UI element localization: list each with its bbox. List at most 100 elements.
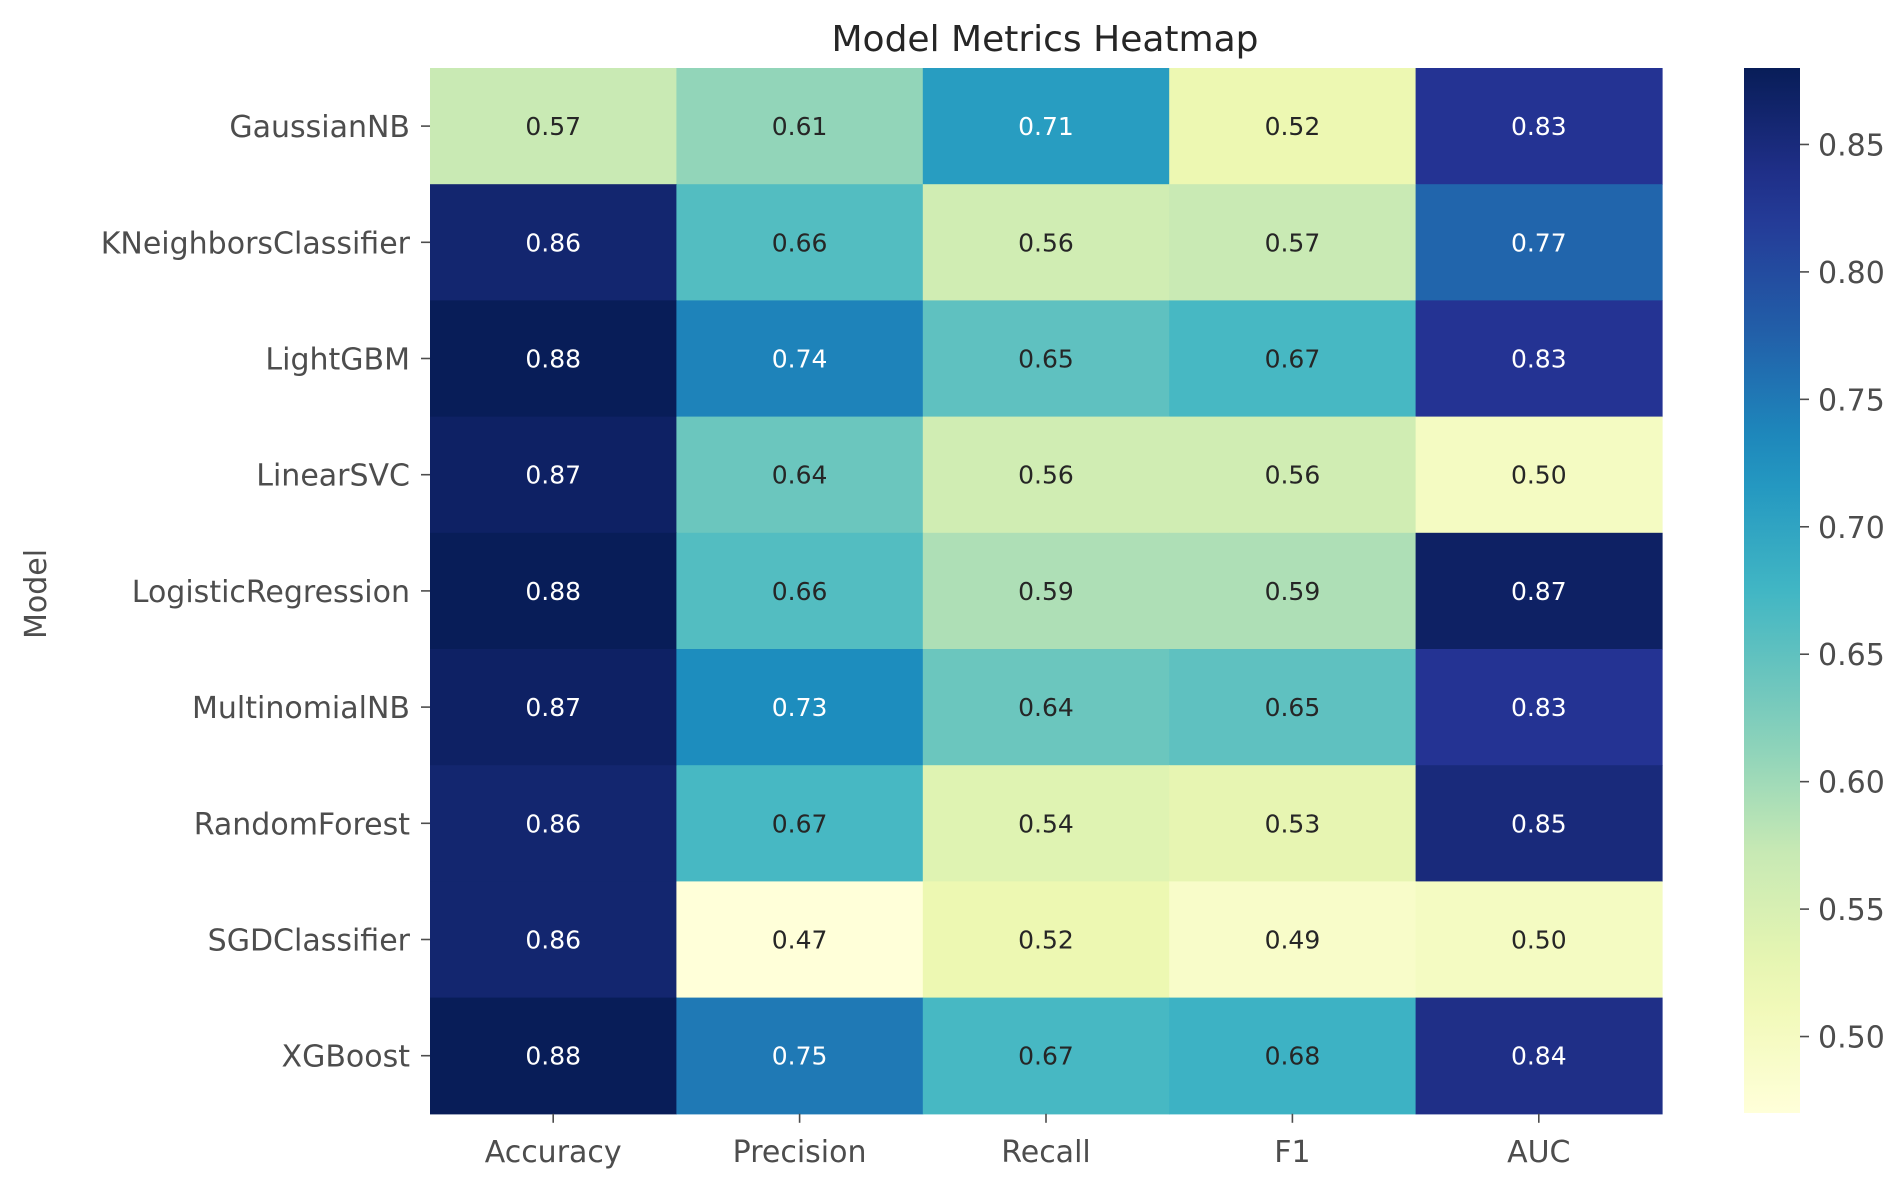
heatmap-cell xyxy=(1169,184,1417,301)
chart-title: Model Metrics Heatmap xyxy=(831,19,1258,60)
heatmap-cell xyxy=(1169,881,1417,999)
colorbar-tick-label: 0.75 xyxy=(1818,383,1885,418)
heatmap-cell xyxy=(1415,649,1663,766)
cell-value-label: 0.87 xyxy=(525,461,581,490)
colorbar-tick-label: 0.60 xyxy=(1818,766,1885,801)
heatmap-cell xyxy=(1169,532,1417,650)
cell-value-label: 0.53 xyxy=(1265,809,1321,838)
x-tick-label: F1 xyxy=(1274,1135,1310,1170)
cell-value-label: 0.59 xyxy=(1265,577,1321,606)
cell-value-label: 0.88 xyxy=(525,577,581,606)
cell-value-label: 0.47 xyxy=(772,926,828,955)
cell-value-label: 0.50 xyxy=(1511,461,1567,490)
heatmap-cell xyxy=(676,649,924,766)
cell-value-label: 0.87 xyxy=(1511,577,1567,606)
heatmap-cell xyxy=(1169,649,1417,766)
heatmap-cell xyxy=(922,68,1170,185)
heatmap-cell xyxy=(676,416,924,534)
colorbar-tick-label: 0.80 xyxy=(1818,256,1885,291)
x-tick-label: AUC xyxy=(1507,1135,1570,1170)
cell-value-label: 0.56 xyxy=(1018,228,1074,257)
x-tick-label: Recall xyxy=(1001,1135,1091,1170)
cell-value-label: 0.86 xyxy=(525,926,581,955)
colorbar-tick-label: 0.50 xyxy=(1818,1021,1885,1056)
cell-value-label: 0.85 xyxy=(1511,809,1567,838)
heatmap-cell xyxy=(430,416,677,534)
heatmap-cell xyxy=(676,881,924,999)
heatmap-cell xyxy=(430,765,677,882)
heatmap-cell xyxy=(1415,997,1663,1115)
cell-value-label: 0.86 xyxy=(525,809,581,838)
y-tick-label: RandomForest xyxy=(194,807,411,842)
heatmap-cell xyxy=(1169,997,1417,1115)
heatmap-cell xyxy=(1415,68,1663,185)
cell-value-label: 0.88 xyxy=(525,1042,581,1071)
cell-value-label: 0.52 xyxy=(1018,926,1074,955)
heatmap-cell xyxy=(1169,68,1417,185)
y-tick-label: SGDClassifier xyxy=(208,924,411,959)
heatmap-cell xyxy=(676,532,924,650)
heatmap-cell xyxy=(430,184,677,301)
cell-value-label: 0.83 xyxy=(1511,112,1567,141)
cell-value-label: 0.68 xyxy=(1265,1042,1321,1071)
heatmap-cell xyxy=(1415,416,1663,534)
cell-value-label: 0.65 xyxy=(1018,345,1074,374)
heatmap-cell xyxy=(1415,532,1663,650)
cell-value-label: 0.75 xyxy=(772,1042,828,1071)
cell-value-label: 0.56 xyxy=(1265,461,1321,490)
heatmap-cell xyxy=(430,997,677,1115)
cell-value-label: 0.65 xyxy=(1265,693,1321,722)
cell-value-label: 0.88 xyxy=(525,345,581,374)
heatmap-cell xyxy=(676,997,924,1115)
heatmap-cell xyxy=(1415,300,1663,418)
cell-value-label: 0.74 xyxy=(772,345,828,374)
heatmap-cell xyxy=(1169,300,1417,418)
cell-value-label: 0.83 xyxy=(1511,693,1567,722)
cell-value-label: 0.71 xyxy=(1018,112,1074,141)
heatmap-cells: 0.57 0.61 0.71 0.52 0.83 0.86 0.66 0.56 0.57 0.77… xyxy=(430,68,1663,1115)
heatmap-cell xyxy=(430,532,677,650)
heatmap-cell xyxy=(676,68,924,185)
colorbar-tick-label: 0.70 xyxy=(1818,511,1885,546)
heatmap-cell xyxy=(1415,881,1663,999)
colorbar-tick-label: 0.55 xyxy=(1818,893,1885,928)
y-axis: GaussianNB KNeighborsClassifier LightGBM Li… xyxy=(101,110,430,1075)
x-tick-label: Precision xyxy=(733,1135,867,1170)
heatmap-cell xyxy=(430,881,677,999)
cell-value-label: 0.64 xyxy=(772,461,828,490)
y-tick-label: KNeighborsClassifier xyxy=(101,226,411,261)
cell-value-label: 0.67 xyxy=(1265,345,1321,374)
cell-value-label: 0.66 xyxy=(772,228,828,257)
cell-value-label: 0.67 xyxy=(772,809,828,838)
y-tick-label: LogisticRegression xyxy=(132,575,410,610)
heatmap-cell xyxy=(676,300,924,418)
heatmap-cell xyxy=(1415,184,1663,301)
heatmap-cell xyxy=(922,300,1170,418)
y-tick-label: GaussianNB xyxy=(229,110,410,145)
cell-value-label: 0.57 xyxy=(1265,228,1321,257)
heatmap-cell xyxy=(430,649,677,766)
y-tick-label: MultinomialNB xyxy=(192,691,410,726)
heatmap-cell xyxy=(922,649,1170,766)
heatmap-cell xyxy=(922,184,1170,301)
heatmap-cell xyxy=(676,765,924,882)
colorbar-gradient xyxy=(1744,68,1800,1113)
cell-value-label: 0.73 xyxy=(772,693,828,722)
heatmap-cell xyxy=(922,997,1170,1115)
heatmap-cell xyxy=(1169,765,1417,882)
cell-value-label: 0.83 xyxy=(1511,345,1567,374)
y-tick-label: LinearSVC xyxy=(256,459,410,494)
heatmap-cell xyxy=(922,765,1170,882)
cell-value-label: 0.61 xyxy=(772,112,828,141)
heatmap-cell xyxy=(922,881,1170,999)
y-tick-label: LightGBM xyxy=(265,343,410,378)
y-axis-label: Model xyxy=(19,549,54,639)
cell-value-label: 0.77 xyxy=(1511,228,1567,257)
heatmap-cell xyxy=(1169,416,1417,534)
heatmap-cell xyxy=(430,68,677,185)
cell-value-label: 0.59 xyxy=(1018,577,1074,606)
cell-value-label: 0.64 xyxy=(1018,693,1074,722)
colorbar-tick-label: 0.85 xyxy=(1818,128,1885,163)
cell-value-label: 0.52 xyxy=(1265,112,1321,141)
heatmap-cell xyxy=(430,300,677,418)
